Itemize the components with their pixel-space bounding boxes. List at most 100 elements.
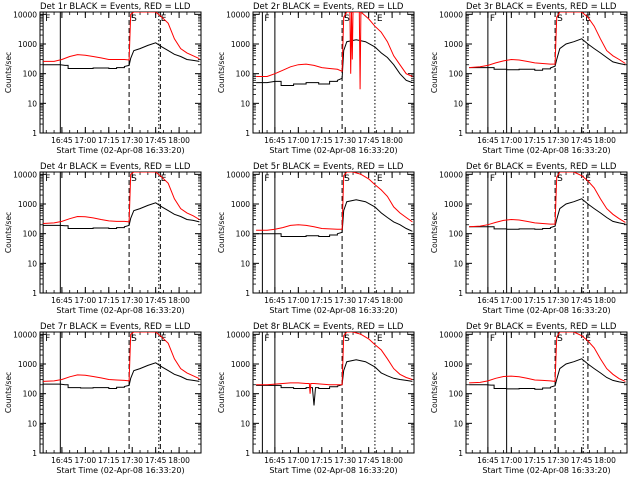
x-tick-label: 18:00 xyxy=(594,136,616,145)
panel-title: Det 9r BLACK = Events, RED = LLD xyxy=(466,322,617,332)
panel-title: Det 5r BLACK = Events, RED = LLD xyxy=(253,162,404,172)
y-tick-label: 1 xyxy=(245,129,250,138)
x-tick-label: 17:15 xyxy=(311,456,333,465)
y-tick-label: 100 xyxy=(236,390,251,399)
marker-letter-start: F xyxy=(490,14,495,24)
x-tick-label: 17:15 xyxy=(311,296,333,305)
y-tick-label: 10000 xyxy=(226,330,250,339)
x-tick-label: 17:00 xyxy=(288,136,310,145)
series-group xyxy=(43,12,200,69)
y-tick-label: 1 xyxy=(32,449,37,458)
marker-letter-start: F xyxy=(490,334,495,344)
y-tick-label: 10 xyxy=(453,99,463,108)
series-line-events xyxy=(43,362,200,389)
y-tick-label: 1000 xyxy=(444,360,463,369)
y-tick-label: 10 xyxy=(453,419,463,428)
markers xyxy=(42,12,161,133)
y-tick-label: 10000 xyxy=(439,10,463,19)
x-tick-label: 17:30 xyxy=(121,136,143,145)
x-tick-label: 17:30 xyxy=(121,456,143,465)
x-tick-label: 17:00 xyxy=(75,456,97,465)
y-tick-label: 100 xyxy=(23,390,38,399)
marker-letter-start: F xyxy=(45,334,50,344)
y-tick-label: 10000 xyxy=(13,10,37,19)
x-tick-label: 17:30 xyxy=(547,456,569,465)
plot-frame xyxy=(252,331,415,454)
x-tick-label: 17:45 xyxy=(358,296,380,305)
markers xyxy=(261,332,376,453)
marker-letter-mid: S xyxy=(344,14,350,24)
marker-letter-late: E xyxy=(377,174,383,184)
series-line-events xyxy=(469,198,626,230)
marker-letter-start: F xyxy=(490,174,495,184)
y-axis-title: Counts/sec xyxy=(217,212,226,253)
series-line-lld xyxy=(43,12,200,62)
x-tick-label: 16:45 xyxy=(264,456,286,465)
series-group xyxy=(256,12,413,90)
panel-title: Det 3r BLACK = Events, RED = LLD xyxy=(466,2,617,12)
panel-det-6: 1 10 100 1000 10000 16:45 17:00 17:15 17:30 17:45… xyxy=(430,162,628,315)
y-axis-title: Counts/sec xyxy=(4,52,13,93)
y-tick-label: 1000 xyxy=(444,200,463,209)
x-tick-label: 17:45 xyxy=(571,136,593,145)
panel-title: Det 2r BLACK = Events, RED = LLD xyxy=(253,2,404,12)
y-tick-label: 100 xyxy=(449,70,464,79)
y-tick-label: 1 xyxy=(32,289,37,298)
x-tick-label: 18:00 xyxy=(168,456,190,465)
y-tick-label: 10000 xyxy=(13,330,37,339)
series-group xyxy=(469,172,626,230)
panel-det-5: 1 10 100 1000 10000 16:45 17:00 17:15 17:30 17:45… xyxy=(217,162,415,315)
x-tick-label: 17:45 xyxy=(571,296,593,305)
x-tick-label: 18:00 xyxy=(168,296,190,305)
y-tick-label: 1 xyxy=(458,449,463,458)
plot-frame xyxy=(465,331,628,454)
x-tick-label: 17:45 xyxy=(145,456,167,465)
y-axis-title: Counts/sec xyxy=(430,52,439,93)
markers xyxy=(261,172,376,293)
series-line-lld xyxy=(256,172,413,231)
panel-title: Det 7r BLACK = Events, RED = LLD xyxy=(40,322,191,332)
x-tick-label: 17:00 xyxy=(288,296,310,305)
x-tick-label: 16:45 xyxy=(51,136,73,145)
x-axis-title: Start Time (02-Apr-08 16:33:20) xyxy=(482,466,610,475)
x-tick-label: 17:15 xyxy=(311,136,333,145)
x-tick-label: 17:45 xyxy=(358,136,380,145)
series-line-lld xyxy=(469,332,626,384)
series-line-lld xyxy=(43,172,200,224)
x-tick-label: 17:00 xyxy=(75,136,97,145)
markers xyxy=(487,172,589,293)
x-tick-label: 17:30 xyxy=(334,456,356,465)
y-tick-label: 1 xyxy=(32,129,37,138)
x-tick-label: 16:45 xyxy=(51,296,73,305)
y-tick-label: 10000 xyxy=(439,170,463,179)
y-tick-label: 100 xyxy=(236,70,251,79)
y-tick-label: 10000 xyxy=(226,170,250,179)
x-axis-title: Start Time (02-Apr-08 16:33:20) xyxy=(482,146,610,155)
x-tick-label: 16:45 xyxy=(477,456,499,465)
x-tick-label: 18:00 xyxy=(168,136,190,145)
markers xyxy=(487,332,589,453)
x-tick-label: 18:00 xyxy=(594,456,616,465)
marker-letter-start: F xyxy=(45,174,50,184)
y-tick-label: 100 xyxy=(449,390,464,399)
y-tick-label: 10 xyxy=(27,259,37,268)
y-axis-title: Counts/sec xyxy=(4,212,13,253)
x-tick-label: 17:45 xyxy=(145,296,167,305)
panel-det-8: 1 10 100 1000 10000 16:45 17:00 17:15 17:30 17:45… xyxy=(217,322,415,475)
series-line-events xyxy=(469,38,626,71)
y-axis-title: Counts/sec xyxy=(430,212,439,253)
x-tick-label: 17:15 xyxy=(98,136,120,145)
y-tick-label: 1 xyxy=(245,289,250,298)
y-tick-label: 10000 xyxy=(439,330,463,339)
panel-det-1: 1 10 100 1000 10000 16:45 17:00 17:15 17:30 17:45… xyxy=(4,2,202,155)
series-line-events xyxy=(256,39,413,86)
x-tick-label: 18:00 xyxy=(381,456,403,465)
x-axis-title: Start Time (02-Apr-08 16:33:20) xyxy=(56,146,184,155)
markers xyxy=(42,172,161,293)
y-tick-label: 10000 xyxy=(226,10,250,19)
x-tick-label: 17:00 xyxy=(75,296,97,305)
y-axis-title: Counts/sec xyxy=(217,372,226,413)
y-tick-label: 10 xyxy=(27,419,37,428)
series-group xyxy=(256,332,413,406)
marker-letter-start: F xyxy=(264,14,269,24)
